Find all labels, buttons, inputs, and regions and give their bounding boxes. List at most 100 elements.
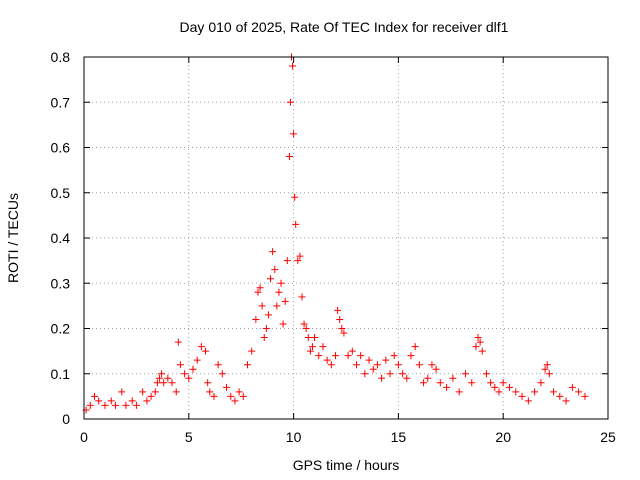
data-point: [281, 297, 289, 305]
data-point: [378, 374, 386, 382]
data-point: [403, 374, 411, 382]
data-point: [210, 392, 218, 400]
data-point: [315, 352, 323, 360]
data-point: [189, 365, 197, 373]
data-point: [264, 311, 272, 319]
data-point: [369, 365, 377, 373]
data-point: [95, 397, 103, 405]
x-tick-label: 25: [600, 429, 616, 445]
data-point: [291, 193, 299, 201]
data-point: [151, 388, 159, 396]
data-point: [487, 379, 495, 387]
x-tick-label: 0: [80, 429, 88, 445]
data-point: [155, 374, 163, 382]
data-point: [543, 361, 551, 369]
x-tick-label: 20: [495, 429, 511, 445]
axis-ticks: 0 5 10 15 20 25 0 0.1 0.2 0.3 0.4 0.5 0.6 0.7 0.8: [51, 49, 616, 445]
data-point: [260, 334, 268, 342]
data-point: [290, 130, 298, 138]
data-point: [181, 370, 189, 378]
data-point: [311, 334, 319, 342]
y-tick-label: 0.8: [51, 49, 71, 65]
data-point: [436, 379, 444, 387]
data-point: [283, 257, 291, 265]
data-point: [424, 374, 432, 382]
data-point: [476, 338, 484, 346]
data-point: [132, 401, 140, 409]
y-tick-label: 0.7: [51, 94, 71, 110]
x-tick-label: 5: [185, 429, 193, 445]
data-point: [415, 361, 423, 369]
data-point: [336, 315, 344, 323]
data-point: [327, 361, 335, 369]
data-point: [323, 356, 331, 364]
data-point: [298, 293, 306, 301]
data-point: [147, 392, 155, 400]
x-axis-label: GPS time / hours: [293, 457, 400, 473]
data-point: [158, 370, 166, 378]
plot-frame: [83, 56, 609, 420]
data-point: [319, 343, 327, 351]
data-point: [286, 98, 294, 106]
data-point: [399, 370, 407, 378]
data-point: [365, 356, 373, 364]
data-point: [332, 352, 340, 360]
data-point: [153, 379, 161, 387]
data-point: [518, 392, 526, 400]
y-tick-label: 0.3: [51, 275, 71, 291]
data-point: [474, 334, 482, 342]
data-point: [512, 388, 520, 396]
data-point: [223, 383, 231, 391]
data-point: [243, 361, 251, 369]
data-point: [258, 302, 266, 310]
data-point: [386, 370, 394, 378]
data-point: [491, 383, 499, 391]
data-point: [550, 388, 558, 396]
x-tick-label: 10: [286, 429, 302, 445]
data-point: [122, 401, 130, 409]
x-tick-label: 15: [391, 429, 407, 445]
data-points: [82, 53, 589, 414]
data-point: [449, 374, 457, 382]
data-point: [344, 352, 352, 360]
data-point: [568, 383, 576, 391]
data-point: [390, 352, 398, 360]
data-point: [214, 361, 222, 369]
data-point: [172, 388, 180, 396]
data-point: [541, 365, 549, 373]
data-point: [128, 397, 136, 405]
data-point: [269, 248, 277, 256]
y-tick-label: 0: [62, 411, 70, 427]
data-point: [472, 343, 480, 351]
data-point: [101, 401, 109, 409]
data-point: [139, 388, 147, 396]
y-tick-label: 0.6: [51, 140, 71, 156]
data-point: [575, 388, 583, 396]
data-point: [443, 383, 451, 391]
data-point: [334, 306, 342, 314]
data-point: [537, 379, 545, 387]
y-tick-label: 0.5: [51, 185, 71, 201]
data-point: [118, 388, 126, 396]
data-point: [531, 388, 539, 396]
y-tick-label: 0.4: [51, 230, 71, 246]
data-point: [411, 343, 419, 351]
data-point: [428, 361, 436, 369]
data-point: [468, 379, 476, 387]
data-point: [304, 334, 312, 342]
data-point: [562, 397, 570, 405]
data-point: [556, 392, 564, 400]
data-point: [455, 388, 463, 396]
data-point: [461, 370, 469, 378]
data-point: [545, 370, 553, 378]
data-point: [143, 397, 151, 405]
data-point: [86, 401, 94, 409]
data-point: [271, 266, 279, 274]
data-point: [256, 284, 264, 292]
data-point: [338, 325, 346, 332]
data-point: [285, 153, 293, 161]
data-point: [361, 370, 369, 378]
data-point: [176, 361, 184, 369]
data-point: [373, 361, 381, 369]
data-point: [279, 320, 287, 328]
